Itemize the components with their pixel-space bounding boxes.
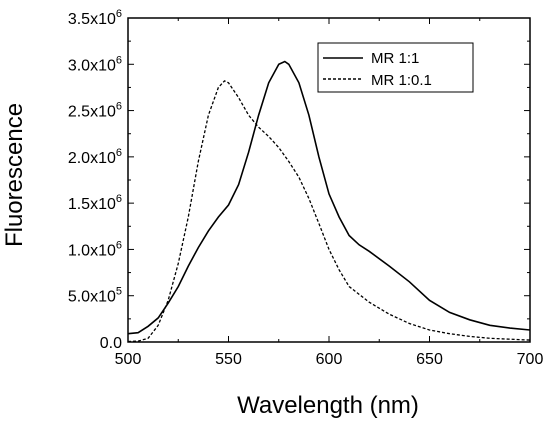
y-tick-exponent: 5 — [116, 286, 122, 298]
legend-label-mr-1-0-1: MR 1:0.1 — [371, 72, 432, 89]
y-axis-title: Fluorescence — [1, 103, 28, 247]
y-tick-mantissa: 3.0x10 — [68, 57, 116, 74]
y-tick-label: 3.5x106 — [68, 8, 122, 28]
y-tick-exponent: 6 — [116, 101, 122, 113]
y-tick-label: 3.0x106 — [68, 54, 122, 74]
legend: MR 1:1 MR 1:0.1 — [317, 42, 474, 93]
x-tick-label: 650 — [416, 351, 443, 368]
y-tick-mantissa: 1.5x10 — [68, 196, 116, 213]
series-line-0 — [127, 60, 531, 335]
y-tick-label: 1.5x106 — [68, 193, 122, 213]
plot-frame — [127, 17, 531, 343]
y-tick-label: 5.0x105 — [68, 286, 122, 306]
y-tick-exponent: 6 — [116, 54, 122, 66]
series-lines — [127, 60, 531, 343]
x-tick-label: 600 — [316, 351, 343, 368]
y-tick-exponent: 6 — [116, 193, 122, 205]
y-tick-label: 2.0x106 — [68, 147, 122, 167]
y-tick-exponent: 6 — [116, 147, 122, 159]
x-tick-label: 500 — [115, 351, 142, 368]
legend-box — [317, 42, 474, 93]
y-tick-label: 0.0 — [100, 335, 122, 352]
legend-label-mr-1-1: MR 1:1 — [371, 50, 419, 67]
y-tick-mantissa: 0.0 — [100, 335, 122, 352]
x-tick-label: 700 — [517, 351, 544, 368]
y-axis-tick-labels: 0.05.0x1051.0x1061.5x1062.0x1062.5x1063.… — [68, 8, 122, 352]
y-tick-mantissa: 2.5x10 — [68, 104, 116, 121]
y-tick-mantissa: 1.0x10 — [68, 242, 116, 259]
y-tick-exponent: 6 — [116, 8, 122, 20]
y-tick-mantissa: 3.5x10 — [68, 11, 116, 28]
series-line-1 — [127, 80, 531, 343]
y-tick-label: 2.5x106 — [68, 101, 122, 121]
y-tick-label: 1.0x106 — [68, 239, 122, 259]
y-tick-exponent: 6 — [116, 239, 122, 251]
y-tick-mantissa: 2.0x10 — [68, 150, 116, 167]
x-axis-title: Wavelength (nm) — [237, 392, 419, 419]
y-tick-mantissa: 5.0x10 — [68, 289, 116, 306]
x-axis-tick-labels: 500 550 600 650 700 — [115, 351, 544, 368]
x-tick-label: 550 — [215, 351, 242, 368]
